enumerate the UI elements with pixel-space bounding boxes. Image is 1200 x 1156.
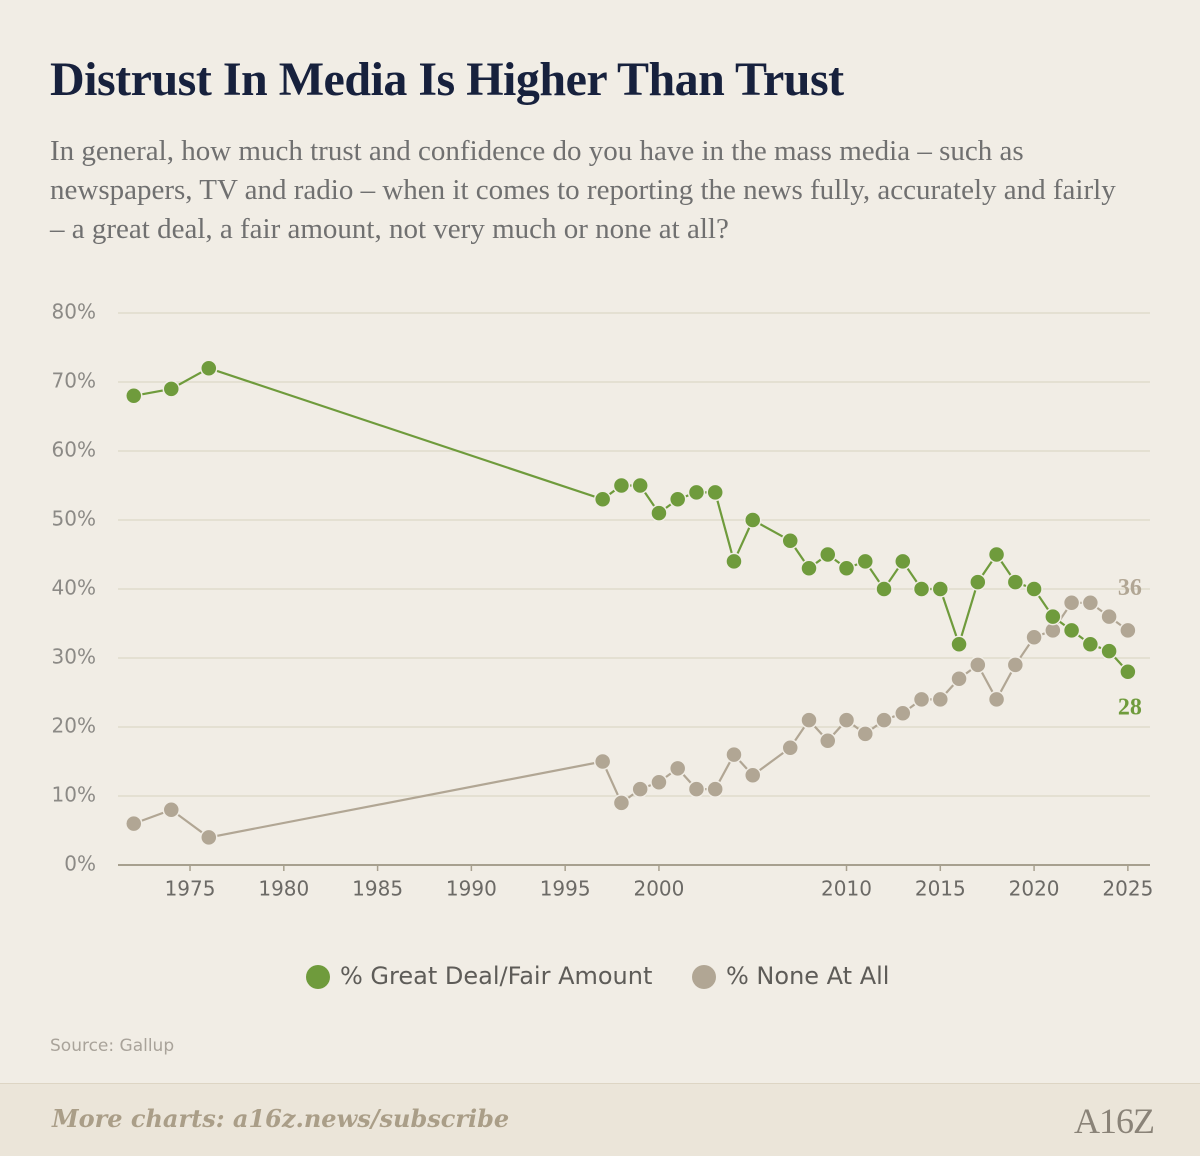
data-point: [668, 490, 687, 509]
data-point: [950, 635, 968, 653]
x-tick-label: 1985: [352, 877, 403, 901]
data-point: [200, 359, 218, 377]
end-label: 28: [1118, 694, 1142, 720]
y-tick-label: 50%: [52, 507, 96, 531]
data-point: [987, 690, 1006, 709]
x-tick-label: 2015: [915, 877, 966, 901]
data-point: [819, 732, 837, 750]
data-point: [743, 766, 762, 785]
data-point: [125, 814, 143, 833]
data-point: [875, 580, 893, 598]
y-tick-label: 30%: [52, 645, 96, 669]
data-point: [687, 483, 706, 502]
x-tick-label: 2000: [633, 877, 684, 901]
data-point: [725, 552, 743, 571]
data-point: [781, 738, 799, 757]
data-point: [162, 380, 181, 398]
data-point: [706, 483, 724, 502]
data-point: [819, 545, 837, 564]
data-point: [1025, 628, 1043, 647]
data-point: [162, 801, 181, 819]
x-tick-label: 1980: [258, 877, 309, 901]
data-point: [1100, 607, 1118, 626]
y-tick-label: 60%: [52, 438, 96, 462]
data-point: [931, 690, 950, 709]
data-point: [725, 745, 743, 764]
data-point: [837, 711, 856, 729]
legend-marker: [306, 965, 330, 989]
data-point: [125, 387, 143, 405]
data-point: [931, 580, 950, 598]
x-tick-label: 2010: [821, 877, 872, 901]
data-point: [1119, 621, 1137, 640]
data-point: [1062, 621, 1081, 640]
data-point: [856, 552, 875, 571]
data-point: [1081, 635, 1100, 653]
y-tick-label: 0%: [64, 852, 96, 876]
y-tick-label: 10%: [52, 783, 96, 807]
data-point: [743, 511, 762, 529]
legend-label: % Great Deal/Fair Amount: [340, 962, 652, 990]
data-point: [1006, 656, 1025, 674]
data-point: [706, 780, 724, 798]
data-point: [200, 828, 218, 847]
y-tick-label: 70%: [52, 369, 96, 393]
data-point: [912, 580, 931, 598]
data-point: [800, 559, 818, 578]
footer-link: More charts: a16z.news/subscribe: [52, 1104, 510, 1133]
data-point: [875, 711, 893, 729]
data-point: [631, 780, 649, 798]
x-tick-label: 1975: [165, 877, 216, 901]
data-point: [1100, 642, 1118, 660]
data-point: [650, 504, 668, 522]
chart-title: Distrust In Media Is Higher Than Trust: [50, 53, 844, 106]
x-tick-label: 1995: [540, 877, 591, 901]
data-point: [650, 773, 668, 791]
data-point: [912, 690, 931, 709]
source-note: Source: Gallup: [50, 1036, 175, 1056]
data-point: [1025, 580, 1043, 598]
y-tick-label: 40%: [52, 576, 96, 600]
data-point: [1081, 594, 1100, 612]
data-point: [800, 711, 818, 729]
data-point: [837, 559, 856, 578]
data-point: [1006, 573, 1025, 591]
end-label: 36: [1118, 575, 1142, 601]
data-point: [1119, 663, 1137, 681]
legend-label: % None At All: [726, 962, 889, 990]
data-point: [856, 725, 875, 743]
data-point: [593, 752, 612, 771]
x-tick-label: 2020: [1009, 877, 1060, 901]
x-tick-label: 1990: [446, 877, 497, 901]
y-tick-label: 20%: [52, 714, 96, 738]
x-tick-label: 2025: [1102, 877, 1153, 901]
series-line: [133, 601, 1129, 839]
data-point: [687, 780, 706, 798]
data-point: [612, 794, 631, 812]
data-point: [950, 669, 968, 688]
data-point: [987, 545, 1006, 564]
data-point: [894, 704, 912, 722]
logo: A16Z: [1074, 1101, 1155, 1141]
data-point: [969, 656, 987, 674]
data-point: [969, 573, 987, 591]
data-point: [593, 490, 612, 509]
data-point: [612, 476, 631, 495]
footer-band: [0, 1083, 1200, 1156]
data-point: [894, 552, 912, 571]
data-point: [1062, 594, 1081, 612]
chart-subtitle: In general, how much trust and confidenc…: [50, 135, 1116, 245]
chart: 0% 10% 20% 30% 40% 50% 60% 70% 80% 1975 1980 1985 19…: [52, 300, 1154, 991]
data-point: [781, 531, 799, 550]
data-point: [668, 759, 687, 778]
y-tick-label: 80%: [52, 300, 96, 324]
data-point: [631, 476, 649, 495]
legend-marker: [692, 965, 716, 989]
data-point: [1044, 607, 1062, 626]
